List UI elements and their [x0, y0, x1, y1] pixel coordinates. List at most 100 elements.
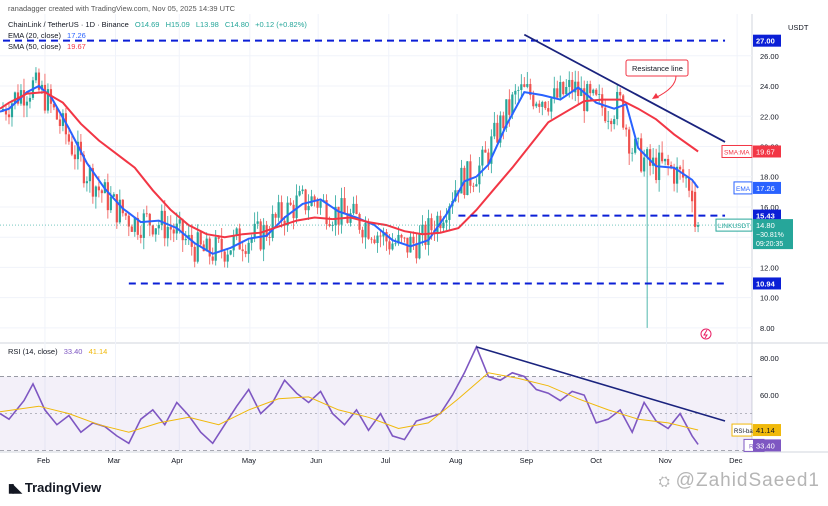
- candle-body: [133, 217, 136, 232]
- price-tick-label: 12.00: [760, 263, 779, 272]
- level-tag: [753, 209, 781, 222]
- candle-body: [145, 213, 148, 215]
- candle-body: [274, 213, 277, 218]
- candle-body: [388, 241, 391, 250]
- candle-body: [616, 91, 619, 120]
- last-price-tag: [753, 219, 793, 250]
- ema-value-text: 17.26: [756, 184, 775, 193]
- candle-body: [331, 225, 334, 226]
- ohlc-high: H15.09: [165, 20, 190, 29]
- candle-body: [271, 213, 274, 238]
- candle-body: [574, 81, 577, 93]
- candle-body: [442, 222, 445, 229]
- candle-body: [247, 242, 250, 254]
- candle-body: [412, 236, 415, 244]
- candle-body: [382, 231, 385, 237]
- candle-body: [649, 149, 652, 166]
- candle-body: [25, 101, 29, 106]
- candle-body: [97, 186, 100, 191]
- rsi-legend-value: 33.40: [63, 347, 83, 356]
- flash-icon: [700, 328, 712, 340]
- candle-body: [121, 199, 124, 214]
- candle-body: [82, 154, 85, 184]
- candle-body: [577, 81, 580, 97]
- candle-body: [205, 238, 208, 252]
- candle-body: [664, 158, 667, 162]
- candle-body: [169, 226, 172, 230]
- level-tag-text: 27.00: [756, 37, 775, 46]
- candle-body: [493, 122, 496, 137]
- candle-body: [550, 98, 553, 112]
- candle-body: [229, 250, 232, 255]
- flash-icon-bolt: [703, 329, 708, 339]
- candle-body: [151, 225, 154, 235]
- candle-body: [586, 84, 589, 112]
- candle-body: [565, 87, 568, 95]
- candle-body: [226, 254, 229, 262]
- candle-body: [238, 228, 241, 250]
- candle-body: [214, 237, 217, 261]
- ema-axis-label: EMA: [736, 186, 751, 193]
- rsi-legend[interactable]: RSI (14, close) 33.40 41.14: [8, 347, 111, 357]
- candle-body: [394, 243, 397, 245]
- candle-body: [148, 213, 151, 226]
- candle-body: [34, 72, 38, 81]
- candle-body: [655, 157, 658, 181]
- resistance-trendline: [523, 33, 726, 143]
- candle-body: [370, 238, 373, 240]
- candle-body: [373, 239, 376, 244]
- price-axis-currency: USDT: [788, 23, 809, 32]
- candle-body: [499, 115, 502, 143]
- candle-body: [100, 190, 103, 194]
- candle-body: [529, 84, 532, 96]
- candle-body: [43, 84, 47, 111]
- candle-body: [58, 119, 62, 126]
- time-tick-label: Jul: [381, 456, 391, 465]
- candle-body: [184, 238, 187, 241]
- candle-body: [88, 168, 91, 182]
- candle-body: [52, 103, 56, 108]
- candle-body: [469, 161, 472, 186]
- candle-body: [376, 235, 379, 244]
- candle-body: [514, 90, 517, 95]
- candle-body: [481, 149, 484, 166]
- time-tick-label: Apr: [171, 456, 183, 465]
- candle-body: [13, 92, 17, 104]
- candle-body: [640, 138, 643, 172]
- symbol-name: ChainLink / TetherUS · 1D · Binance: [8, 20, 129, 29]
- candle-body: [130, 226, 133, 232]
- candle-body: [610, 120, 613, 125]
- rsi-legend-label: RSI (14, close): [8, 347, 58, 356]
- bar-countdown: 09:20:35: [756, 241, 783, 248]
- sma-value-text: 19.67: [756, 147, 775, 156]
- candle-body: [337, 206, 340, 225]
- candle-body: [601, 94, 604, 108]
- ema-legend[interactable]: EMA (20, close) 17.26: [8, 31, 90, 41]
- level-tag: [753, 34, 781, 47]
- price-tick-label: 10.00: [760, 294, 779, 303]
- candle-body: [595, 89, 598, 95]
- candle-body: [94, 186, 97, 197]
- ohlc-change: +0.12 (+0.82%): [255, 20, 307, 29]
- candle-body: [652, 157, 655, 166]
- candle-body: [448, 206, 451, 220]
- candle-body: [70, 141, 74, 155]
- candle-body: [160, 210, 163, 226]
- candle-body: [154, 228, 157, 235]
- candle-body: [490, 136, 493, 164]
- candle-body: [619, 91, 622, 96]
- level-tag-text: 10.94: [756, 279, 776, 288]
- candle-body: [409, 236, 412, 253]
- tradingview-brand: TradingView: [24, 480, 102, 495]
- candle-body: [172, 229, 175, 234]
- candle-body: [142, 213, 145, 238]
- candle-body: [232, 235, 235, 251]
- candle-body: [295, 195, 298, 219]
- candle-body: [289, 202, 292, 205]
- candle-body: [118, 199, 121, 223]
- time-tick-label: Feb: [37, 456, 50, 465]
- candle-body: [73, 154, 77, 160]
- sma-legend[interactable]: SMA (50, close) 19.67: [8, 42, 90, 52]
- candle-body: [268, 237, 271, 238]
